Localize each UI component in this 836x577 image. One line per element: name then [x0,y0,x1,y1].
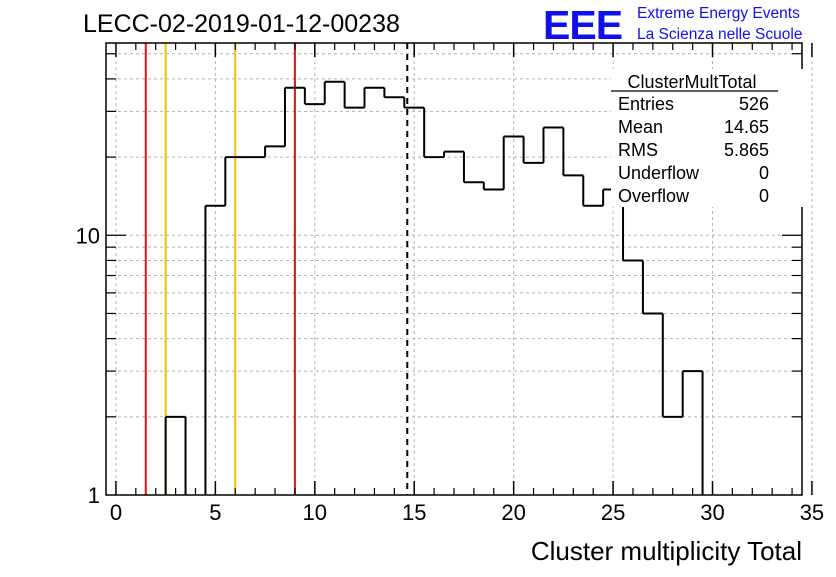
axis-ticks [106,43,813,495]
y-tick-label: 1 [88,483,100,508]
x-tick-label: 20 [501,500,525,525]
stats-row-value: 0 [759,163,769,183]
logo-subtitle-line1: Extreme Energy Events [637,5,800,22]
stats-row-value: 5.865 [724,140,769,160]
run-title: LECC-02-2019-01-12-00238 [83,10,400,38]
stats-rows: Entries 526 Mean 14.65 RMS 5.865 Underflow 0 Ove… [618,94,769,206]
stats-row-value: 0 [759,186,769,206]
grid-lines [106,43,813,495]
x-tick-label: 15 [402,500,426,525]
stats-row-label: Entries [618,94,674,114]
x-tick-label: 5 [209,500,221,525]
x-tick-label: 30 [700,500,724,525]
x-tick-label: 10 [303,500,327,525]
stats-row-label: RMS [618,140,658,160]
stats-row-label: Overflow [618,186,690,206]
x-tick-label: 35 [800,500,824,525]
histogram-series [164,80,704,495]
logo-subtitle-line2: La Scienza nelle Scuole [637,26,803,43]
stats-box-title: ClusterMultTotal [627,72,756,92]
tick-labels: 0 5 10 15 20 25 30 35 1 10 [76,223,825,525]
stats-box-background [611,69,805,207]
x-axis-label: Cluster multiplicity Total [531,536,802,566]
eee-logo: EEE [543,2,623,48]
stats-row-value: 14.65 [724,117,769,137]
x-tick-label: 0 [110,500,122,525]
stats-row-label: Underflow [618,163,700,183]
stats-box: ClusterMultTotal Entries 526 Mean 14.65 RMS 5… [611,69,805,207]
stats-row-value: 526 [739,94,769,114]
x-tick-label: 25 [601,500,625,525]
marker-lines [144,43,409,495]
stats-row-label: Mean [618,117,663,137]
y-tick-label: 10 [76,223,100,248]
